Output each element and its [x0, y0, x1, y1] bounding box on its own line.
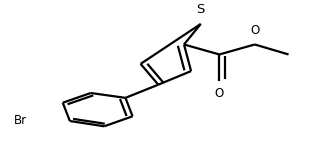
Text: O: O	[215, 87, 224, 100]
Text: S: S	[197, 3, 205, 16]
Text: Br: Br	[14, 114, 26, 127]
Text: O: O	[250, 24, 259, 37]
